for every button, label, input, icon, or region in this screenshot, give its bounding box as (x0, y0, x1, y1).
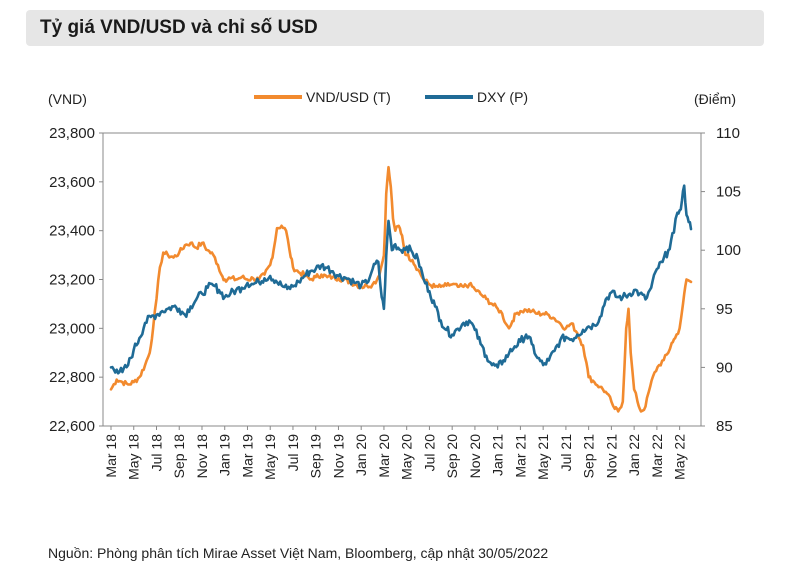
x-tick-label: Mar 19 (239, 434, 255, 478)
right-axis: 85 90 95 100 105 110 (701, 125, 741, 435)
legend-label-dxy: DXY (P) (477, 89, 528, 105)
left-tick-label: 22,600 (49, 418, 95, 435)
x-tick-label: May 19 (262, 434, 278, 480)
x-tick-label: May 22 (672, 434, 688, 480)
x-tick-label: Nov 18 (194, 434, 210, 479)
right-axis-unit: (Điểm) (694, 91, 736, 107)
series-layer (109, 165, 693, 413)
x-tick-label: May 21 (535, 434, 551, 480)
left-tick-label: 23,000 (49, 320, 95, 337)
left-axis-unit: (VND) (48, 91, 87, 107)
right-tick-label: 95 (716, 301, 733, 318)
chart-area: 22,600 22,800 23,000 23,200 23,400 23,600 23,8… (48, 89, 741, 480)
x-tick-label: Jul 18 (148, 434, 164, 472)
left-tick-label: 23,200 (49, 272, 95, 289)
vnd-usd-series-line (109, 165, 693, 413)
x-tick-label: Sep 21 (581, 434, 597, 479)
source-note: Nguồn: Phòng phân tích Mirae Asset Việt … (48, 545, 549, 561)
x-tick-label: Nov 19 (330, 434, 346, 479)
x-tick-label: Jan 21 (490, 434, 506, 476)
x-tick-label: May 20 (399, 434, 415, 480)
right-tick-label: 110 (716, 125, 740, 142)
x-tick-label: Jan 22 (626, 434, 642, 476)
x-tick-label: Sep 18 (171, 434, 187, 479)
right-tick-label: 85 (716, 418, 733, 435)
x-tick-label: Sep 20 (444, 434, 460, 479)
right-tick-label: 100 (716, 242, 741, 259)
x-tick-label: Jul 21 (558, 434, 574, 472)
x-tick-label: Nov 21 (603, 434, 619, 479)
x-tick-label: Sep 19 (308, 434, 324, 479)
legend: VND/USD (T) DXY (P) (254, 89, 528, 105)
left-tick-label: 23,800 (49, 125, 95, 142)
x-tick-label: Mar 20 (376, 434, 392, 478)
right-tick-label: 90 (716, 359, 733, 376)
left-axis: 22,600 22,800 23,000 23,200 23,400 23,600 23,8… (49, 125, 103, 435)
x-tick-label: Jul 20 (421, 434, 437, 472)
x-tick-label: Mar 18 (103, 434, 119, 478)
left-tick-label: 22,800 (49, 369, 95, 386)
x-axis: Mar 18 May 18 Jul 18 Sep 18 Nov 18 Jan 19 Mar … (103, 426, 688, 480)
x-tick-label: Mar 21 (512, 434, 528, 478)
x-tick-label: Mar 22 (649, 434, 665, 478)
x-tick-label: Jul 19 (285, 434, 301, 472)
chart-title: Tỷ giá VND/USD và chỉ số USD (40, 17, 318, 38)
right-tick-label: 105 (716, 184, 741, 201)
legend-label-vnd: VND/USD (T) (306, 89, 391, 105)
x-tick-label: Nov 20 (467, 434, 483, 479)
title-bar: Tỷ giá VND/USD và chỉ số USD (26, 10, 764, 46)
x-tick-label: Jan 19 (217, 434, 233, 476)
left-tick-label: 23,600 (49, 174, 95, 191)
dxy-series-line (109, 184, 693, 375)
x-tick-label: Jan 20 (353, 434, 369, 476)
x-tick-label: May 18 (126, 434, 142, 480)
plot-frame (102, 132, 702, 427)
left-tick-label: 23,400 (49, 223, 95, 240)
